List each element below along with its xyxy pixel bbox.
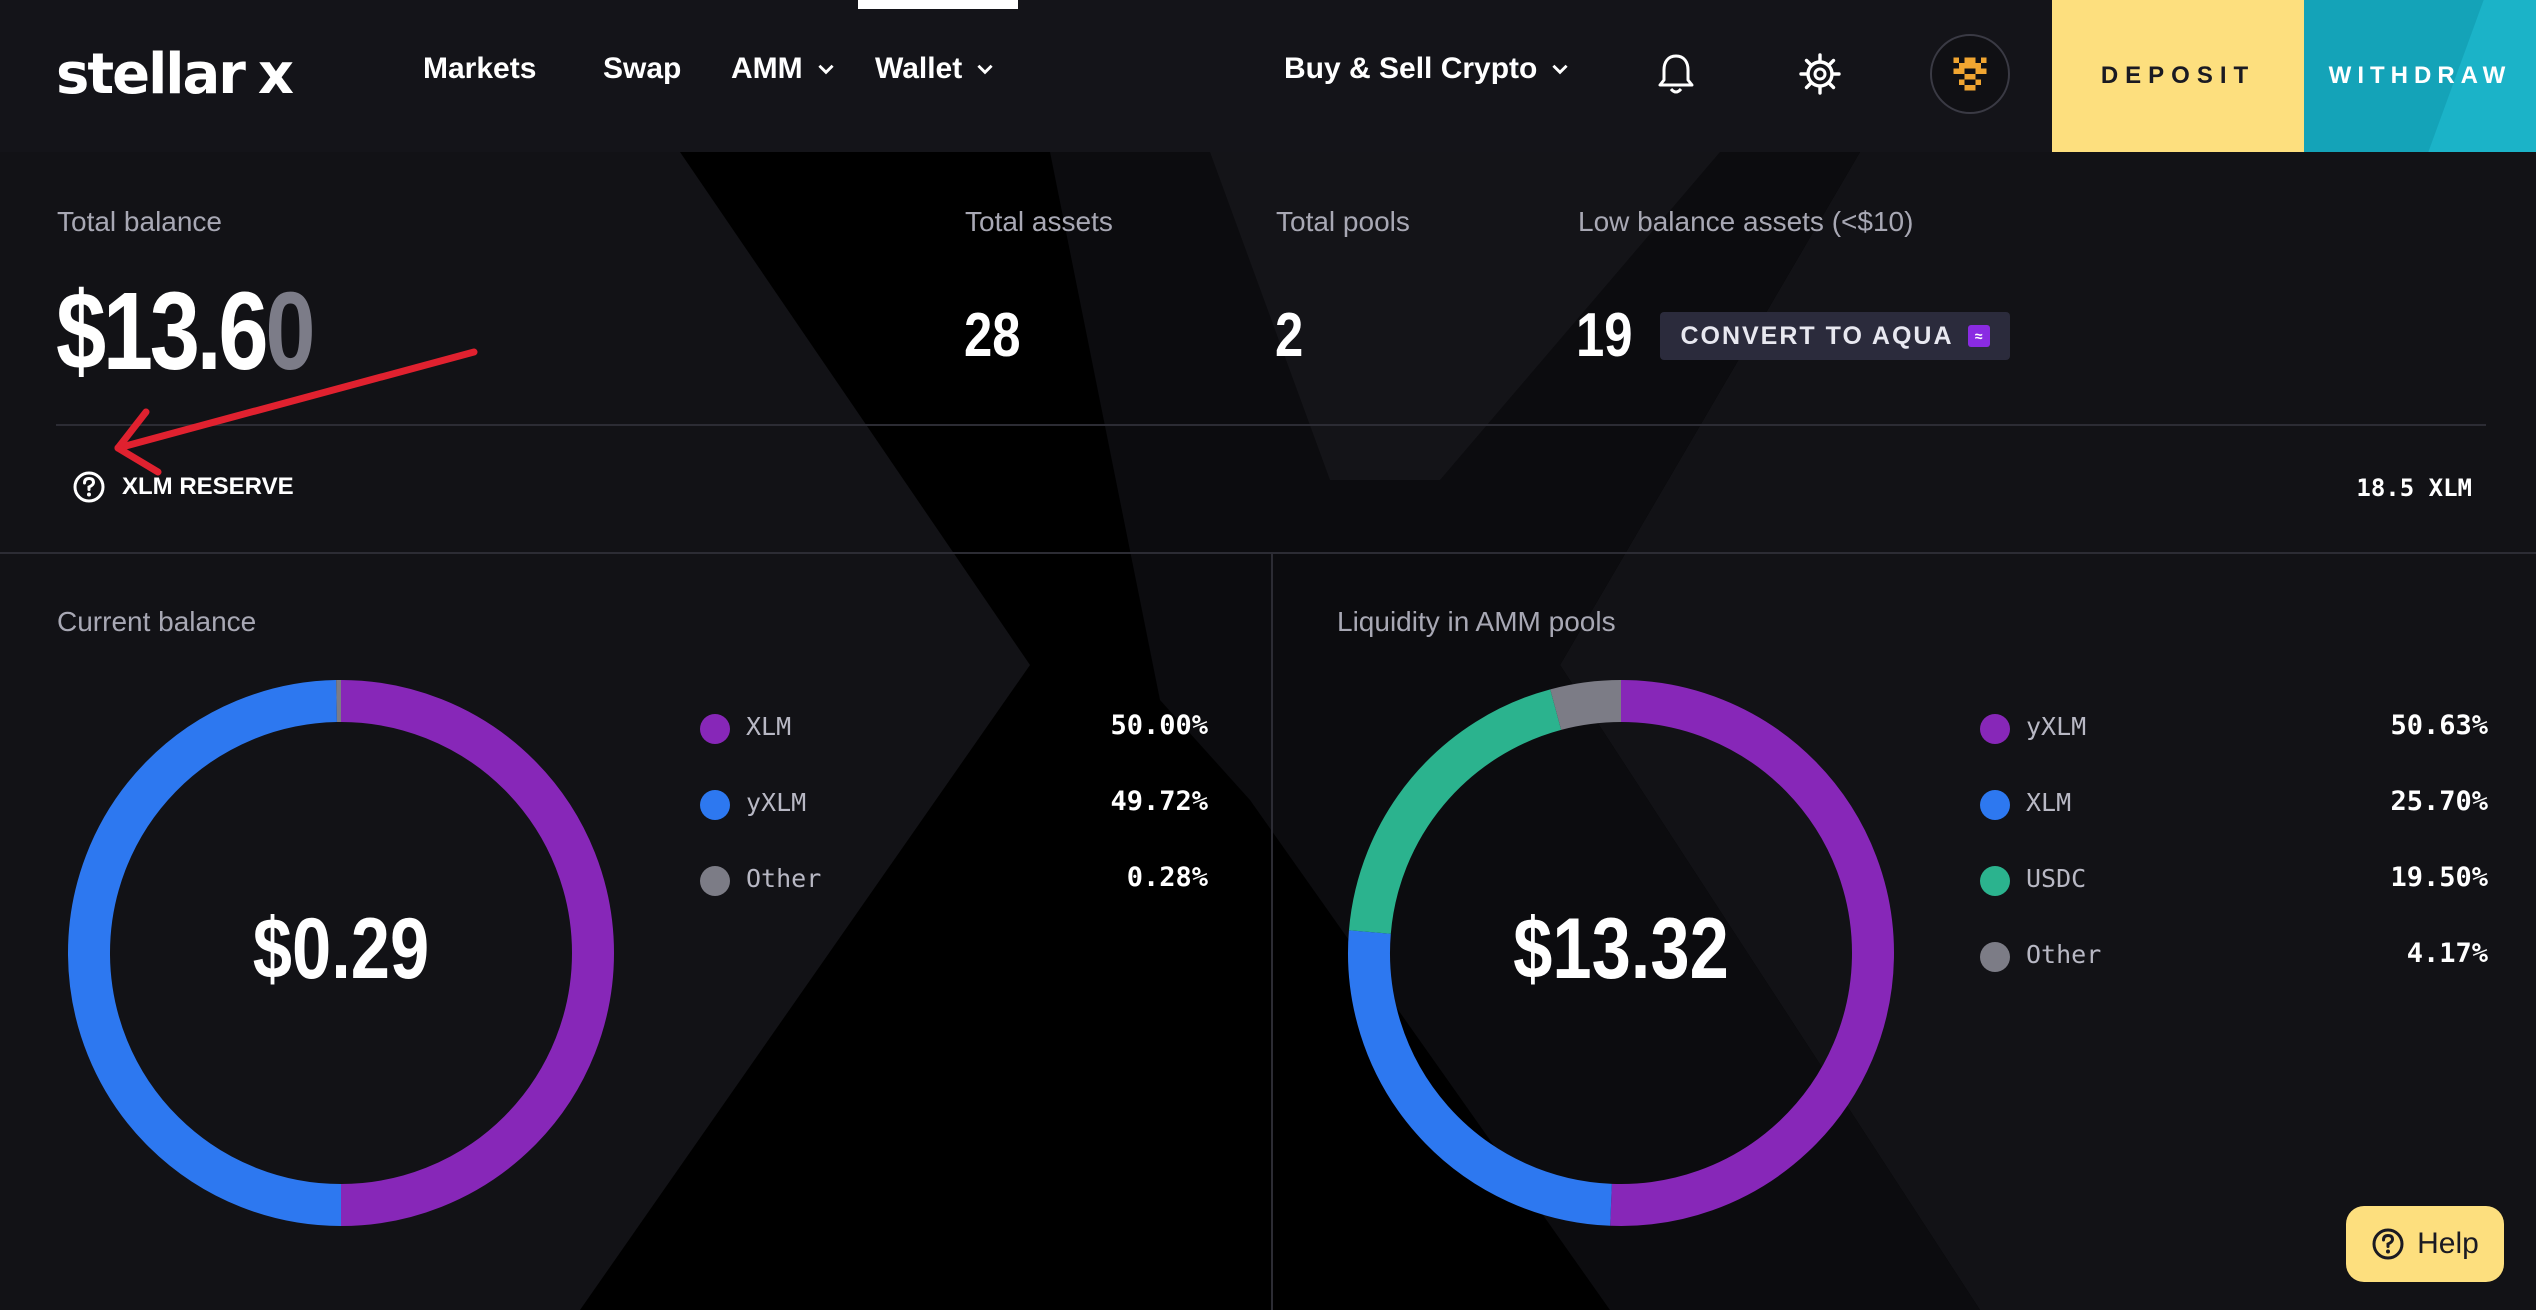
amm-liquidity-value: $13.32: [1513, 901, 1729, 997]
avatar[interactable]: [1930, 34, 2010, 114]
withdraw-button[interactable]: WITHDRAW: [2304, 0, 2536, 152]
chevron-down-icon: [977, 64, 993, 75]
nav-amm[interactable]: AMM: [731, 52, 837, 86]
legend-dot: [700, 790, 730, 820]
deposit-button[interactable]: DEPOSIT: [2052, 0, 2304, 152]
nav-amm-label: AMM: [731, 52, 803, 85]
nav-swap-label: Swap: [603, 52, 682, 85]
current-balance-title: Current balance: [57, 606, 257, 637]
stellarx-logo[interactable]: stellar x: [56, 41, 295, 107]
total-balance-main: $13.6: [56, 270, 269, 393]
section-divider: [0, 552, 2536, 554]
logo-wordmark: stellar: [56, 41, 246, 107]
legend-dot: [700, 866, 730, 896]
legend-name: Other: [2026, 940, 2102, 969]
low-balance-label: Low balance assets (<$10): [1578, 206, 1914, 237]
gear-icon: [1799, 53, 1841, 95]
summary-divider: [56, 424, 2486, 426]
low-balance-value: 19: [1576, 301, 1633, 370]
legend-item: USDC 19.50%: [1980, 856, 2488, 932]
current-balance-donut: [68, 680, 614, 1226]
chevron-down-icon: [1552, 64, 1568, 75]
chevron-down-icon: [818, 64, 834, 75]
legend-percent: 19.50%: [2390, 862, 2488, 893]
legend-dot: [1980, 942, 2010, 972]
legend-dot: [1980, 790, 2010, 820]
nav-buy-sell-crypto[interactable]: Buy & Sell Crypto: [1284, 52, 1571, 86]
aqua-icon: ≈: [1967, 325, 1990, 347]
legend-name: yXLM: [2026, 712, 2087, 741]
help-circle-icon: [73, 471, 105, 503]
settings-button[interactable]: [1792, 46, 1848, 102]
xlm-reserve-label: XLM RESERVE: [122, 473, 294, 500]
legend-item: yXLM 50.63%: [1980, 704, 2488, 780]
panel-divider: [1271, 552, 1273, 1310]
total-assets-value: 28: [964, 301, 1021, 370]
total-balance-value: $13.60: [56, 268, 316, 395]
help-label: Help: [2417, 1227, 2479, 1260]
notifications-button[interactable]: [1648, 46, 1704, 102]
background-x-graphic: [0, 152, 2536, 1310]
annotation-arrow: [114, 348, 478, 476]
current-balance-legend: XLM 50.00% yXLM 49.72% Other 0.28%: [700, 704, 1208, 932]
donut-segment-xlm: [1348, 930, 1613, 1226]
identicon-icon: [1953, 57, 1987, 91]
top-nav: stellar x Markets Swap AMM Wallet Buy & …: [0, 0, 2536, 152]
donut-segment-usdc: [1348, 689, 1562, 934]
legend-name: XLM: [2026, 788, 2072, 817]
logo-x-mark: x: [257, 41, 295, 107]
nav-wallet[interactable]: Wallet: [875, 52, 996, 86]
legend-percent: 25.70%: [2390, 786, 2488, 817]
legend-item: Other 0.28%: [700, 856, 1208, 932]
total-balance-label: Total balance: [57, 206, 223, 237]
legend-percent: 4.17%: [2406, 938, 2488, 969]
legend-item: Other 4.17%: [1980, 932, 2488, 1008]
legend-percent: 50.00%: [1110, 710, 1208, 741]
help-button[interactable]: Help: [2346, 1206, 2504, 1282]
nav-wallet-label: Wallet: [875, 52, 963, 85]
current-balance-value: $0.29: [252, 901, 430, 997]
legend-dot: [700, 714, 730, 744]
donut-segment-other: [1550, 680, 1622, 731]
total-pools-label: Total pools: [1276, 206, 1410, 237]
nav-markets[interactable]: Markets: [423, 52, 536, 86]
legend-name: Other: [746, 864, 822, 893]
legend-item: XLM 50.00%: [700, 704, 1208, 780]
nav-swap[interactable]: Swap: [603, 52, 681, 86]
legend-name: USDC: [2026, 864, 2087, 893]
legend-dot: [1980, 866, 2010, 896]
convert-to-aqua-button[interactable]: CONVERT TO AQUA ≈: [1660, 312, 2010, 360]
legend-name: XLM: [746, 712, 792, 741]
legend-item: yXLM 49.72%: [700, 780, 1208, 856]
donut-segment-xlm: [340, 680, 614, 1226]
help-circle-icon: [2372, 1228, 2404, 1260]
active-tab-indicator: [858, 0, 1018, 9]
legend-percent: 49.72%: [1110, 786, 1208, 817]
total-assets-label: Total assets: [965, 206, 1113, 237]
donut-segment-yxlm: [1610, 680, 1894, 1226]
legend-dot: [1980, 714, 2010, 744]
amm-liquidity-donut: [1348, 680, 1894, 1226]
xlm-reserve-row[interactable]: XLM RESERVE: [72, 470, 294, 504]
legend-item: XLM 25.70%: [1980, 780, 2488, 856]
legend-name: yXLM: [746, 788, 807, 817]
donut-segment-yxlm: [68, 680, 342, 1226]
bell-icon: [1658, 54, 1694, 94]
nav-buy-sell-label: Buy & Sell Crypto: [1284, 52, 1538, 85]
amm-liquidity-title: Liquidity in AMM pools: [1337, 606, 1616, 637]
legend-percent: 0.28%: [1126, 862, 1208, 893]
xlm-reserve-value: 18.5 XLM: [2356, 474, 2472, 502]
amm-liquidity-legend: yXLM 50.63% XLM 25.70% USDC 19.50% Other…: [1980, 704, 2488, 1008]
nav-markets-label: Markets: [423, 52, 537, 85]
total-pools-value: 2: [1275, 301, 1304, 370]
total-balance-tail: 0: [265, 270, 315, 393]
legend-percent: 50.63%: [2390, 710, 2488, 741]
withdraw-label: WITHDRAW: [2328, 62, 2512, 89]
convert-to-aqua-label: CONVERT TO AQUA: [1680, 321, 1954, 350]
